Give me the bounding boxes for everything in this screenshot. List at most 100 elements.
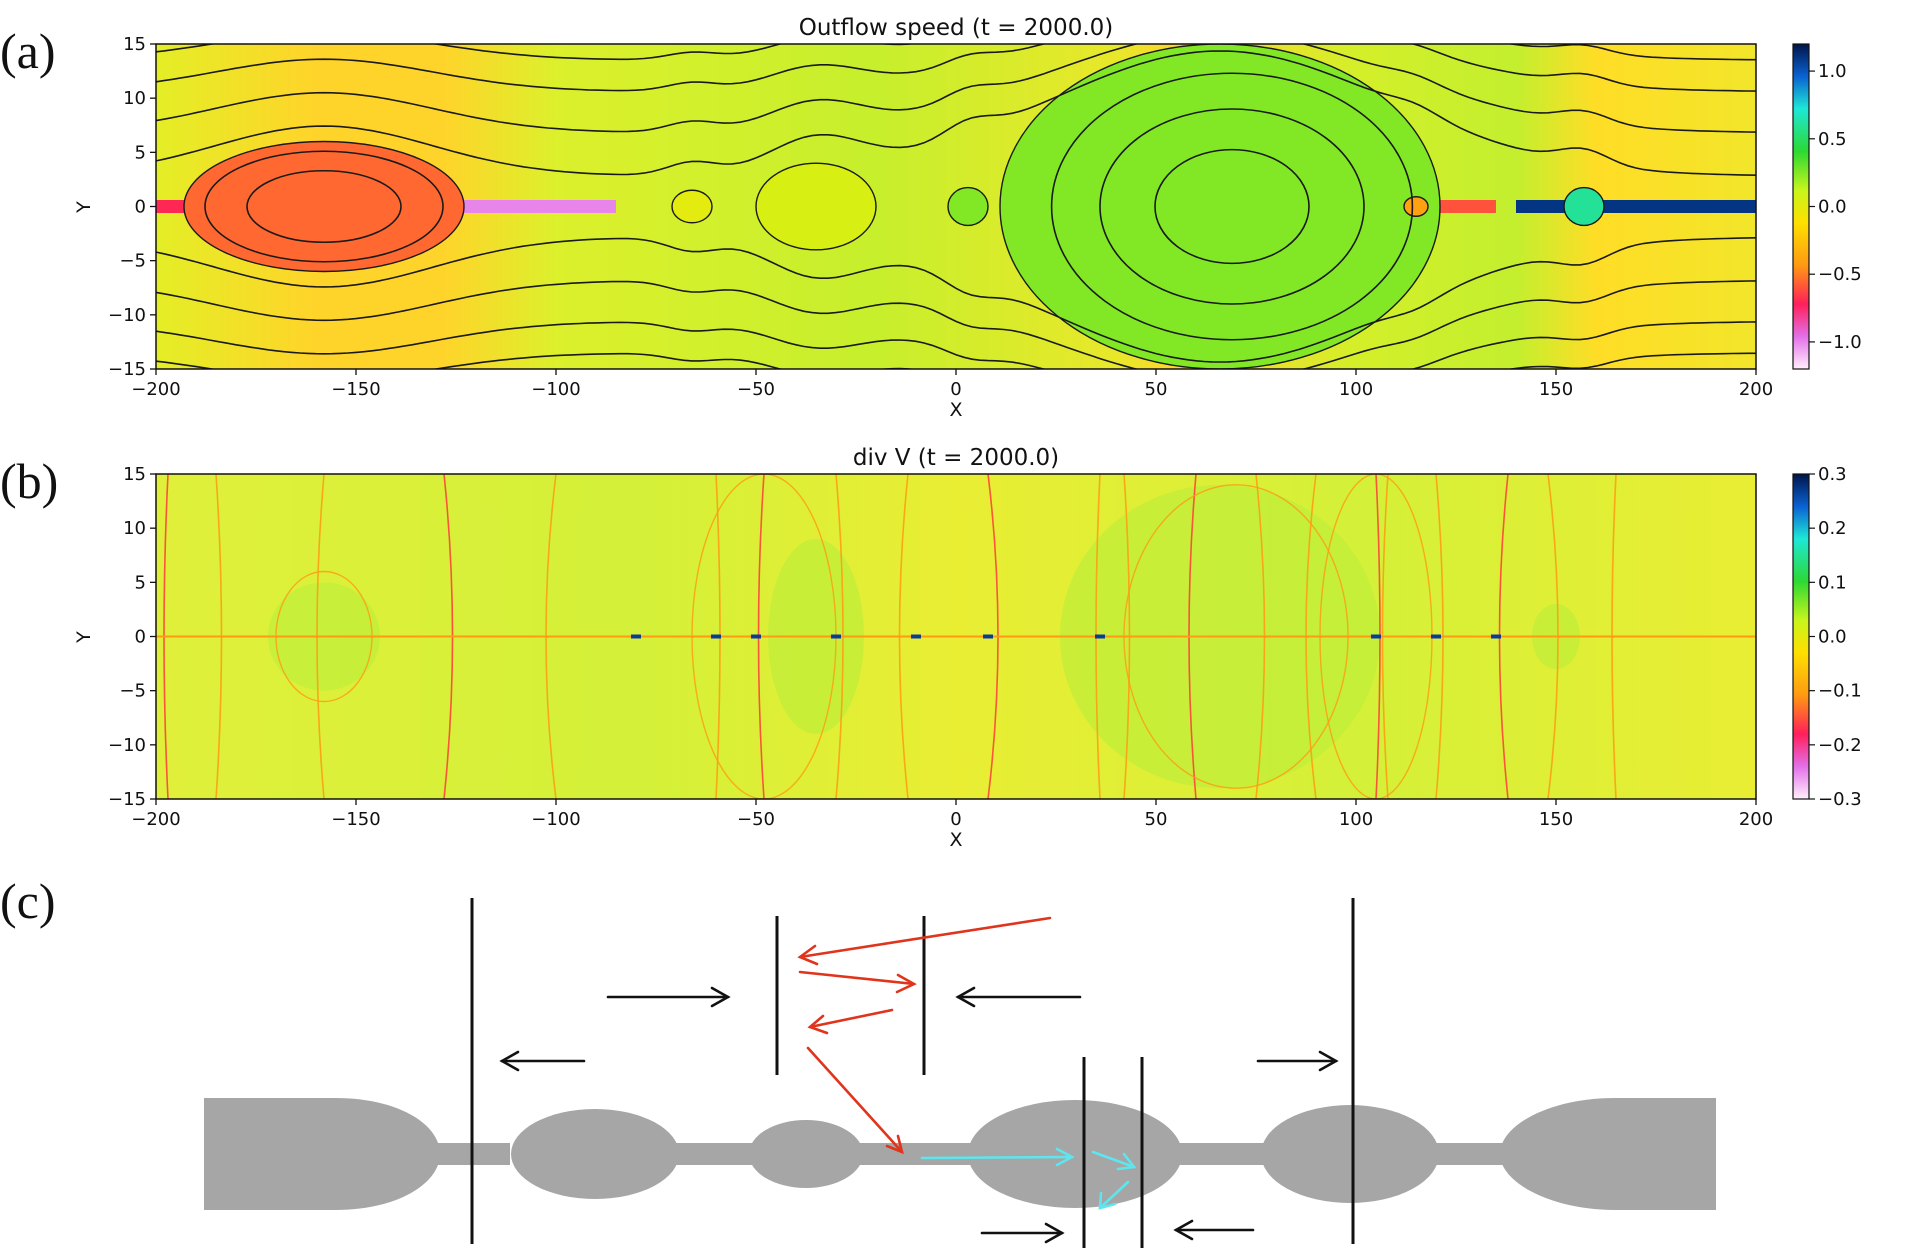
y-tick-label: 5: [135, 142, 146, 163]
compression-point: [911, 634, 921, 639]
arrow-right-1: [606, 986, 731, 1008]
colorbar-tick-label: −0.2: [1818, 735, 1862, 756]
field-line: [156, 321, 1756, 369]
colorbar-tick-label: 1.0: [1818, 61, 1847, 82]
black-arrows: [499, 986, 1339, 1244]
y-tick-label: −10: [108, 305, 146, 326]
panel-a-ylabel: Y: [73, 201, 95, 214]
colorbar-tick-label: −0.3: [1818, 789, 1862, 810]
closed-field-line: [1099, 108, 1365, 305]
compression-point: [711, 634, 721, 639]
panel-c-diagram: [204, 898, 1716, 1248]
thin-sheet-2: [670, 1143, 760, 1165]
plasmoid-4: [1261, 1105, 1439, 1203]
colorbar-tick-label: 0.5: [1818, 129, 1847, 150]
plasmoid: [999, 44, 1441, 369]
field-line: [156, 44, 1756, 92]
field-line: [156, 237, 1756, 363]
thin-sheet-4: [1170, 1143, 1270, 1165]
x-tick-label: −150: [331, 809, 380, 830]
compression-point: [1491, 634, 1501, 639]
x-tick-label: −150: [331, 379, 380, 400]
plasmoid: [671, 189, 713, 224]
compression-point: [983, 634, 993, 639]
panel-b-xlabel: X: [949, 829, 962, 851]
panel-a-xlabel: X: [949, 399, 962, 421]
x-tick-label: 0: [950, 809, 961, 830]
compression-point: [631, 634, 641, 639]
panel-a-plot: [155, 43, 1757, 370]
x-tick-label: −200: [131, 379, 180, 400]
x-tick-label: 200: [1739, 379, 1773, 400]
plasmoid: [947, 186, 989, 227]
y-tick-label: 15: [123, 464, 146, 485]
y-tick-label: 0: [135, 197, 146, 218]
y-tick-label: 15: [123, 34, 146, 55]
colorbar-tick-label: −0.1: [1818, 681, 1862, 702]
cyan-arrows: [920, 1147, 1137, 1210]
x-tick-label: −100: [531, 379, 580, 400]
x-tick-label: −50: [737, 809, 775, 830]
red-arrow-2: [798, 970, 917, 994]
y-tick-label: −5: [119, 681, 146, 702]
x-tick-label: 0: [950, 379, 961, 400]
field-line: [156, 50, 1756, 176]
x-tick-label: 50: [1145, 379, 1168, 400]
panel-label-a: (a): [0, 23, 56, 79]
cyan-arrow-2: [1091, 1150, 1137, 1171]
x-tick-label: 150: [1539, 809, 1573, 830]
colorbar-tick-label: 0.0: [1818, 197, 1847, 218]
panel-b-ylabel: Y: [73, 631, 95, 644]
panel-label-c: (c): [0, 873, 56, 929]
arrow-left-3: [1173, 1219, 1255, 1241]
panel-b-colorbar: 0.3 0.2 0.1 0.0 −0.1 −0.2 −0.3: [1792, 464, 1862, 810]
red-arrows: [797, 916, 1052, 1155]
red-arrow-3: [807, 1008, 894, 1035]
colorbar-tick-label: 0.3: [1818, 464, 1847, 485]
x-tick-label: −200: [131, 809, 180, 830]
outflow-jet: [1516, 200, 1756, 213]
field-line: [156, 280, 1756, 369]
red-arrow-4: [806, 1046, 904, 1155]
field-line: [156, 44, 1756, 133]
thin-sheet-5: [1430, 1143, 1510, 1165]
panel-a-title: Outflow speed (t = 2000.0): [799, 15, 1114, 41]
y-tick-label: 10: [123, 518, 146, 539]
compression-point: [1095, 634, 1105, 639]
arrow-right-3: [980, 1222, 1065, 1244]
arrow-right-2: [1256, 1050, 1339, 1072]
closed-field-line: [1050, 72, 1414, 341]
colorbar-tick-label: 0.0: [1818, 627, 1847, 648]
y-tick-label: 10: [123, 88, 146, 109]
x-tick-label: −100: [531, 809, 580, 830]
plasmoid: [1563, 186, 1605, 227]
thin-sheet-3: [855, 1143, 975, 1165]
x-tick-label: 150: [1539, 379, 1573, 400]
colorbar-tick-label: 0.2: [1818, 518, 1847, 539]
y-tick-label: 5: [135, 572, 146, 593]
compression-point: [1371, 634, 1381, 639]
y-tick-label: −5: [119, 251, 146, 272]
panel-b-title: div V (t = 2000.0): [853, 445, 1059, 471]
plasmoid: [755, 162, 877, 251]
x-tick-label: 200: [1739, 809, 1773, 830]
compression-point: [831, 634, 841, 639]
panel-a-colorbar: 1.0 0.5 0.0 −0.5 −1.0: [1792, 43, 1862, 370]
arrow-left-2: [955, 986, 1082, 1008]
closed-field-line: [246, 169, 402, 244]
cyan-arrow-1: [920, 1147, 1075, 1167]
plasmoid: [1403, 196, 1429, 217]
plasmoid-3: [968, 1100, 1182, 1208]
y-tick-label: −15: [108, 789, 146, 810]
plasmoid: [183, 140, 465, 273]
y-tick-label: 0: [135, 627, 146, 648]
compression-point: [1431, 634, 1441, 639]
thin-sheet-1: [430, 1143, 510, 1165]
closed-field-line: [204, 150, 444, 263]
shock-lines: [470, 898, 1355, 1248]
plasmoid-2: [749, 1120, 863, 1188]
colorbar-tick-label: 0.1: [1818, 572, 1847, 593]
arrow-left-1: [499, 1050, 586, 1072]
current-sheet-schematic: [204, 1098, 1716, 1210]
